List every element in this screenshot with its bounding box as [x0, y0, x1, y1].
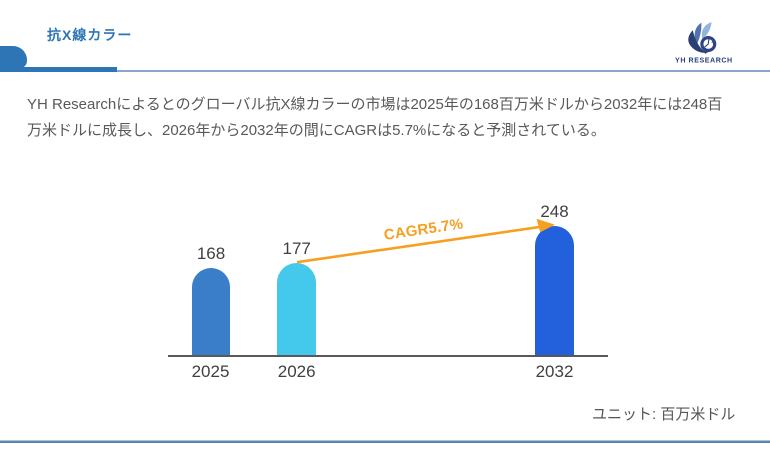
svg-text:YH RESEARCH: YH RESEARCH	[675, 56, 733, 64]
